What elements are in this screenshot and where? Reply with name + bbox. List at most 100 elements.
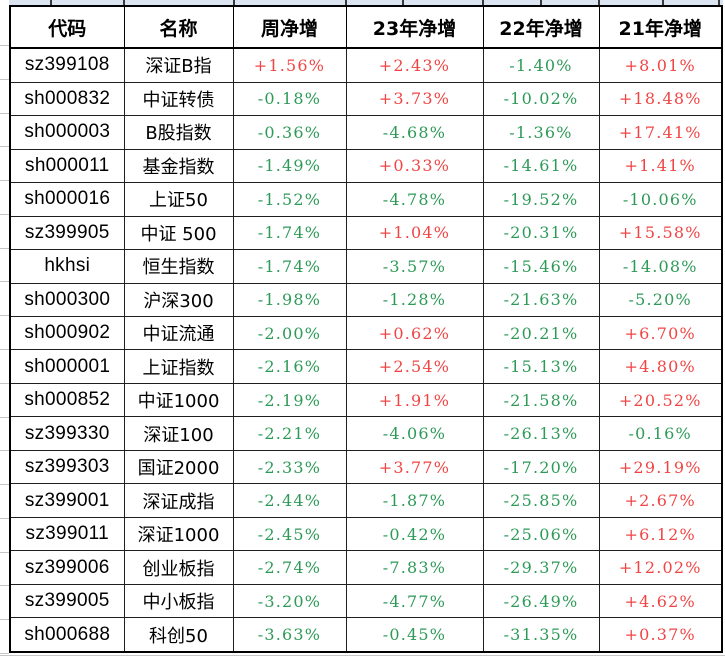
y23-change-cell[interactable]: -1.87% [345, 483, 484, 518]
y21-change-cell[interactable]: +4.62% [598, 583, 723, 619]
y23-change-cell[interactable]: +3.73% [345, 81, 484, 117]
index-name-cell[interactable]: 中证 500 [123, 215, 234, 251]
y22-change-cell[interactable]: -15.46% [482, 249, 600, 284]
col-header-y22[interactable]: 22年净增 [482, 5, 600, 49]
y22-change-cell[interactable]: -31.35% [482, 617, 600, 653]
y21-change-cell[interactable]: +4.80% [598, 349, 723, 384]
y22-change-cell[interactable]: -21.58% [482, 382, 600, 418]
index-code-cell[interactable]: sz399001 [9, 483, 125, 518]
week-change-cell[interactable]: -1.74% [232, 215, 347, 251]
y23-change-cell[interactable]: -3.57% [345, 249, 484, 284]
week-change-cell[interactable]: -1.52% [232, 182, 347, 217]
y21-change-cell[interactable]: +17.41% [598, 115, 723, 150]
index-code-cell[interactable]: sh000300 [9, 282, 125, 317]
week-change-cell[interactable]: -3.20% [232, 583, 347, 619]
y22-change-cell[interactable]: -20.21% [482, 315, 600, 351]
index-name-cell[interactable]: 深证100 [123, 416, 234, 451]
y22-change-cell[interactable]: -1.36% [482, 115, 600, 150]
index-name-cell[interactable]: 深证1000 [123, 516, 234, 552]
y21-change-cell[interactable]: +2.67% [598, 483, 723, 518]
week-change-cell[interactable]: -1.98% [232, 282, 347, 317]
index-name-cell[interactable]: B股指数 [123, 115, 234, 150]
week-change-cell[interactable]: -2.00% [232, 315, 347, 351]
index-name-cell[interactable]: 国证2000 [123, 449, 234, 485]
index-code-cell[interactable]: sz399303 [9, 449, 125, 485]
col-header-y23[interactable]: 23年净增 [345, 5, 484, 49]
index-code-cell[interactable]: sh000688 [9, 617, 125, 653]
y23-change-cell[interactable]: +2.54% [345, 349, 484, 384]
y23-change-cell[interactable]: +0.62% [345, 315, 484, 351]
y23-change-cell[interactable]: -4.77% [345, 583, 484, 619]
index-name-cell[interactable]: 科创50 [123, 617, 234, 653]
y22-change-cell[interactable]: -10.02% [482, 81, 600, 117]
col-header-code[interactable]: 代码 [9, 5, 125, 49]
col-header-y21[interactable]: 21年净增 [598, 5, 723, 49]
index-code-cell[interactable]: sh000832 [9, 81, 125, 117]
y22-change-cell[interactable]: -25.06% [482, 516, 600, 552]
y21-change-cell[interactable]: +29.19% [598, 449, 723, 485]
col-header-week[interactable]: 周净增 [232, 5, 347, 49]
y21-change-cell[interactable]: +1.41% [598, 148, 723, 184]
y22-change-cell[interactable]: -1.40% [482, 47, 600, 83]
y21-change-cell[interactable]: -14.08% [598, 249, 723, 284]
y21-change-cell[interactable]: +18.48% [598, 81, 723, 117]
index-name-cell[interactable]: 上证50 [123, 182, 234, 217]
index-code-cell[interactable]: sh000016 [9, 182, 125, 217]
week-change-cell[interactable]: -2.74% [232, 550, 347, 585]
week-change-cell[interactable]: -2.44% [232, 483, 347, 518]
index-name-cell[interactable]: 中小板指 [123, 583, 234, 619]
y23-change-cell[interactable]: +2.43% [345, 47, 484, 83]
y22-change-cell[interactable]: -17.20% [482, 449, 600, 485]
week-change-cell[interactable]: -2.45% [232, 516, 347, 552]
week-change-cell[interactable]: -1.74% [232, 249, 347, 284]
col-header-name[interactable]: 名称 [123, 5, 234, 49]
index-code-cell[interactable]: sh000902 [9, 315, 125, 351]
y21-change-cell[interactable]: -5.20% [598, 282, 723, 317]
y23-change-cell[interactable]: -0.45% [345, 617, 484, 653]
y21-change-cell[interactable]: +20.52% [598, 382, 723, 418]
index-code-cell[interactable]: sz399108 [9, 47, 125, 83]
index-code-cell[interactable]: sh000003 [9, 115, 125, 150]
index-name-cell[interactable]: 中证转债 [123, 81, 234, 117]
y21-change-cell[interactable]: +8.01% [598, 47, 723, 83]
week-change-cell[interactable]: -0.36% [232, 115, 347, 150]
index-code-cell[interactable]: sz399011 [9, 516, 125, 552]
y22-change-cell[interactable]: -25.85% [482, 483, 600, 518]
y22-change-cell[interactable]: -20.31% [482, 215, 600, 251]
y21-change-cell[interactable]: -0.16% [598, 416, 723, 451]
week-change-cell[interactable]: -2.33% [232, 449, 347, 485]
y23-change-cell[interactable]: -7.83% [345, 550, 484, 585]
y23-change-cell[interactable]: -1.28% [345, 282, 484, 317]
y22-change-cell[interactable]: -26.49% [482, 583, 600, 619]
week-change-cell[interactable]: -3.63% [232, 617, 347, 653]
y21-change-cell[interactable]: +6.12% [598, 516, 723, 552]
y23-change-cell[interactable]: -4.78% [345, 182, 484, 217]
index-code-cell[interactable]: hkhsi [9, 249, 125, 284]
index-name-cell[interactable]: 深证成指 [123, 483, 234, 518]
index-name-cell[interactable]: 基金指数 [123, 148, 234, 184]
y22-change-cell[interactable]: -26.13% [482, 416, 600, 451]
y23-change-cell[interactable]: +1.91% [345, 382, 484, 418]
index-name-cell[interactable]: 中证流通 [123, 315, 234, 351]
y23-change-cell[interactable]: -0.42% [345, 516, 484, 552]
index-name-cell[interactable]: 创业板指 [123, 550, 234, 585]
index-name-cell[interactable]: 中证1000 [123, 382, 234, 418]
index-code-cell[interactable]: sh000852 [9, 382, 125, 418]
week-change-cell[interactable]: -1.49% [232, 148, 347, 184]
y23-change-cell[interactable]: +3.77% [345, 449, 484, 485]
y21-change-cell[interactable]: +0.37% [598, 617, 723, 653]
index-code-cell[interactable]: sz399905 [9, 215, 125, 251]
index-name-cell[interactable]: 上证指数 [123, 349, 234, 384]
index-name-cell[interactable]: 恒生指数 [123, 249, 234, 284]
y21-change-cell[interactable]: +12.02% [598, 550, 723, 585]
index-name-cell[interactable]: 沪深300 [123, 282, 234, 317]
index-code-cell[interactable]: sz399330 [9, 416, 125, 451]
index-code-cell[interactable]: sz399006 [9, 550, 125, 585]
week-change-cell[interactable]: -2.19% [232, 382, 347, 418]
index-code-cell[interactable]: sh000001 [9, 349, 125, 384]
index-code-cell[interactable]: sh000011 [9, 148, 125, 184]
y22-change-cell[interactable]: -29.37% [482, 550, 600, 585]
week-change-cell[interactable]: -0.18% [232, 81, 347, 117]
week-change-cell[interactable]: -2.21% [232, 416, 347, 451]
y22-change-cell[interactable]: -14.61% [482, 148, 600, 184]
